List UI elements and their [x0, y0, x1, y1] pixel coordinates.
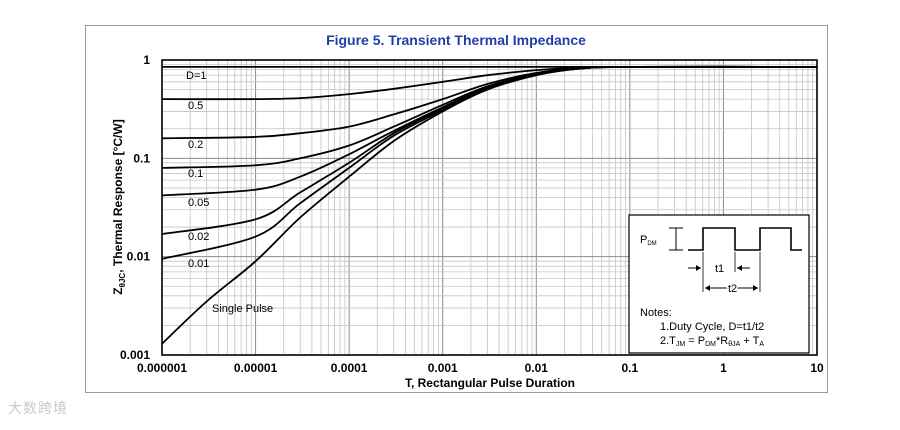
figure-frame: [85, 25, 828, 393]
curve-label-0.01: 0.01: [188, 258, 209, 270]
curve-label-0.5: 0.5: [188, 100, 203, 112]
pdm-label: PDM: [640, 234, 657, 247]
chart-title: Figure 5. Transient Thermal Impedance: [326, 32, 586, 48]
t1-left-arrowhead: [696, 265, 701, 271]
x-tick-label: 1: [720, 361, 727, 375]
curve-label-0.1: 0.1: [188, 168, 203, 180]
note-tjm: 2.TJM = PDM*RθJA + TA: [660, 335, 764, 348]
curve-label-0.2: 0.2: [188, 139, 203, 151]
t1-label: t1: [715, 263, 724, 275]
x-tick-label: 0.01: [525, 361, 549, 375]
notes-title: Notes:: [640, 307, 672, 319]
curve-label-0.05: 0.05: [188, 197, 209, 209]
x-tick-label: 0.1: [622, 361, 639, 375]
t2-label-bg: t2: [728, 283, 737, 295]
t2-left-arrowhead: [705, 285, 710, 291]
x-tick-label: 0.000001: [137, 361, 187, 375]
y-tick-label: 0.01: [127, 250, 151, 264]
t2-right-arrowhead: [753, 285, 758, 291]
note-duty-cycle: 1.Duty Cycle, D=t1/t2: [660, 321, 764, 333]
t2-label: t2: [728, 283, 737, 295]
x-tick-label: 0.00001: [234, 361, 278, 375]
curve-label-single-pulse: Single Pulse: [212, 303, 273, 315]
curve-label-0.02: 0.02: [188, 231, 209, 243]
x-axis-label: T, Rectangular Pulse Duration: [405, 376, 575, 390]
inset-box: [628, 214, 810, 354]
y-tick-label: 1: [143, 53, 150, 67]
series-curve-single-pulse: [161, 65, 818, 345]
curve-label-d1: D=1: [186, 70, 207, 82]
pulse-waveform: [688, 227, 802, 251]
x-tick-label: 0.001: [428, 361, 458, 375]
inset-notes: PDM t1 t2 t2 Notes: 1.Duty Cycle, D=t1/t…: [628, 214, 810, 354]
curves: [161, 65, 818, 345]
tick-labels: 0.000001 0.00001 0.0001 0.001 0.01 0.1 1 10 0.00…: [120, 53, 824, 375]
x-tick-label: 10: [810, 361, 824, 375]
x-tick-label: 0.0001: [331, 361, 368, 375]
y-tick-label: 0.1: [133, 151, 150, 165]
plot-area-border: [161, 59, 818, 356]
watermark-logo: 大数跨境: [8, 401, 68, 417]
t1-right-arrowhead: [737, 265, 742, 271]
y-tick-label: 0.001: [120, 348, 150, 362]
y-axis-label: ZθJC, Thermal Response [°C/W]: [111, 119, 127, 294]
